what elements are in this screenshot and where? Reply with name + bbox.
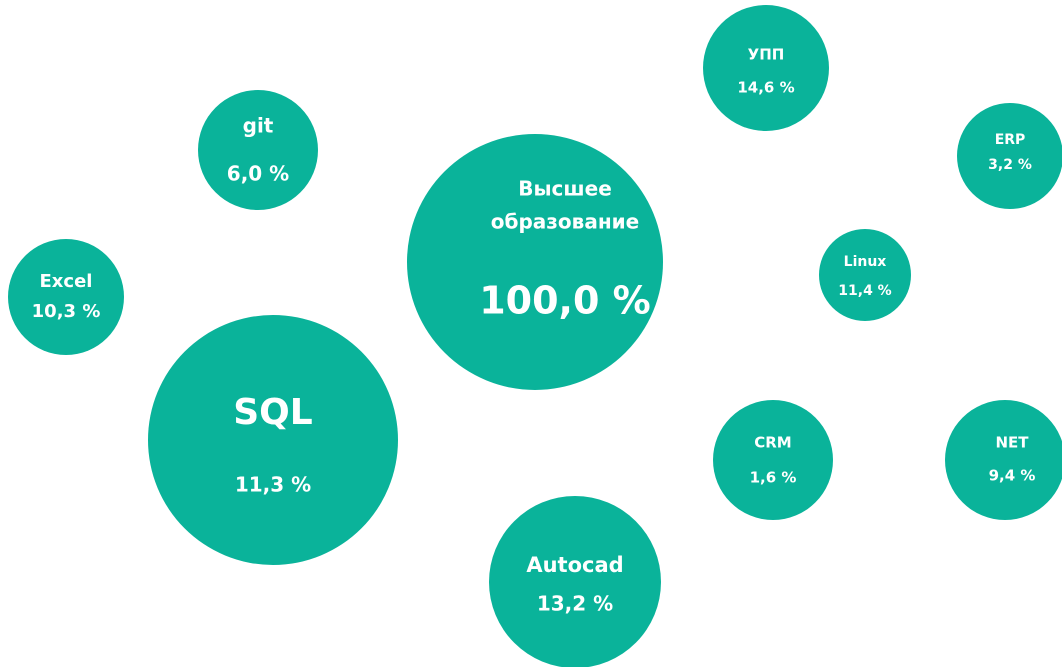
bubble-value: 14,6 % [737, 79, 794, 97]
bubble-value: 13,2 % [537, 592, 613, 616]
bubble-label: образование [491, 210, 639, 234]
bubble: Excel 10,3 % [8, 239, 124, 355]
bubble-circle [148, 315, 398, 565]
bubble-label: NET [995, 434, 1029, 452]
bubble: NET 9,4 % [945, 400, 1062, 520]
bubble-circle [8, 239, 124, 355]
bubble-value: 3,2 % [988, 157, 1032, 173]
bubble-label: Autocad [526, 553, 623, 577]
bubble-label: Высшее [518, 177, 612, 201]
bubble-value: 11,4 % [838, 283, 891, 299]
bubble-value: 10,3 % [32, 301, 101, 322]
bubble: Autocad 13,2 % [489, 496, 661, 667]
bubble-circle [407, 134, 663, 390]
bubble: ERP 3,2 % [957, 103, 1062, 209]
bubble-circle [198, 90, 318, 210]
bubble-label: git [243, 114, 274, 138]
bubble: CRM 1,6 % [713, 400, 833, 520]
bubble-circle [489, 496, 661, 667]
bubble-value: 11,3 % [235, 473, 311, 497]
bubble: УПП 14,6 % [703, 5, 829, 131]
bubble: SQL 11,3 % [148, 315, 398, 565]
bubble-value: 100,0 % [479, 279, 651, 323]
bubble-circle [945, 400, 1062, 520]
bubble-circle [819, 229, 911, 321]
bubble-value: 1,6 % [750, 469, 797, 487]
bubble-circle [703, 5, 829, 131]
bubble-label: CRM [754, 434, 792, 452]
bubble-circle [713, 400, 833, 520]
bubble: Высшее образование 100,0 % [407, 134, 663, 390]
bubble-label: SQL [233, 392, 312, 433]
bubble-value: 6,0 % [227, 162, 289, 186]
bubble-value: 9,4 % [989, 467, 1036, 485]
bubble-label: Excel [40, 271, 93, 292]
bubble: Linux 11,4 % [819, 229, 911, 321]
bubble: git 6,0 % [198, 90, 318, 210]
bubble-circle [957, 103, 1062, 209]
bubble-label: Linux [844, 254, 887, 270]
bubble-label: УПП [748, 46, 785, 64]
bubble-label: ERP [995, 132, 1026, 148]
